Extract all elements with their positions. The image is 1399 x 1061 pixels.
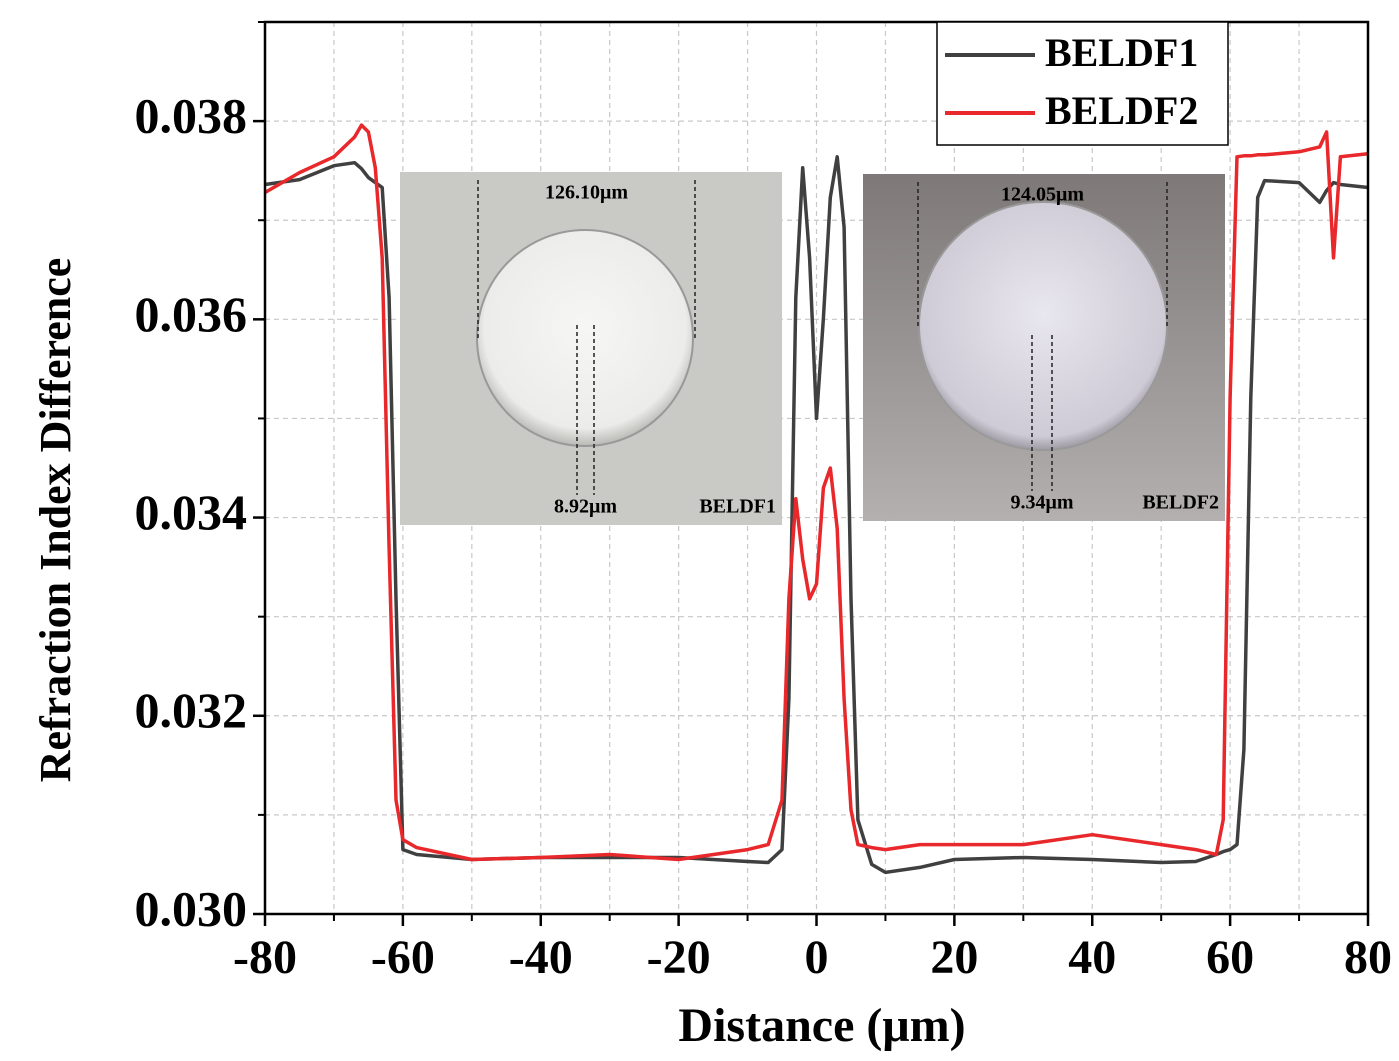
fiber-cladding [476,229,694,447]
series [264,123,1369,875]
insets: 126.10μm 8.92μm BELDF1 124.05μm 9.34μm BELDF2 [400,172,1225,525]
x-tick-label: 80 [1344,931,1392,984]
y-axis-label: Refraction Index Difference [31,258,80,783]
diameter-label: 126.10μm [545,182,628,204]
y-tick-label: 0.032 [135,682,248,738]
inset: 124.05μm 9.34μm BELDF2 [863,174,1225,521]
axes: -80 -60 -40 -20 0 20 40 60 80 0.030 0.032 0.034 0.03… [135,21,1392,984]
series-line [264,155,1369,875]
x-tick-label: 0 [805,931,829,984]
inset-name: BELDF1 [699,496,776,518]
x-tick-label: -40 [509,931,573,984]
x-tick-label: 60 [1206,931,1254,984]
x-tick-label: -60 [371,931,435,984]
y-tick-label: 0.034 [135,484,248,540]
diameter-label: 124.05μm [1001,184,1084,206]
y-tick-label: 0.030 [135,880,248,936]
fiber-cladding [918,201,1168,451]
x-tick-label: 40 [1068,931,1116,984]
x-axis-label: Distance (μm) [678,999,965,1052]
series-line [264,123,1369,862]
core-label: 9.34μm [1011,492,1074,514]
inset-name: BELDF2 [1142,492,1219,514]
core-label: 8.92μm [554,496,617,518]
y-tick-label: 0.038 [135,88,248,144]
x-tick-label: 20 [930,931,978,984]
legend-label: BELDF1 [1045,30,1198,75]
legend-label: BELDF2 [1045,88,1198,133]
inset: 126.10μm 8.92μm BELDF1 [400,172,782,525]
y-tick-label: 0.036 [135,286,248,342]
x-tick-label: -20 [647,931,711,984]
legend-box [936,21,1229,146]
legend: BELDF1 BELDF2 [936,21,1229,146]
x-tick-label: -80 [233,931,297,984]
